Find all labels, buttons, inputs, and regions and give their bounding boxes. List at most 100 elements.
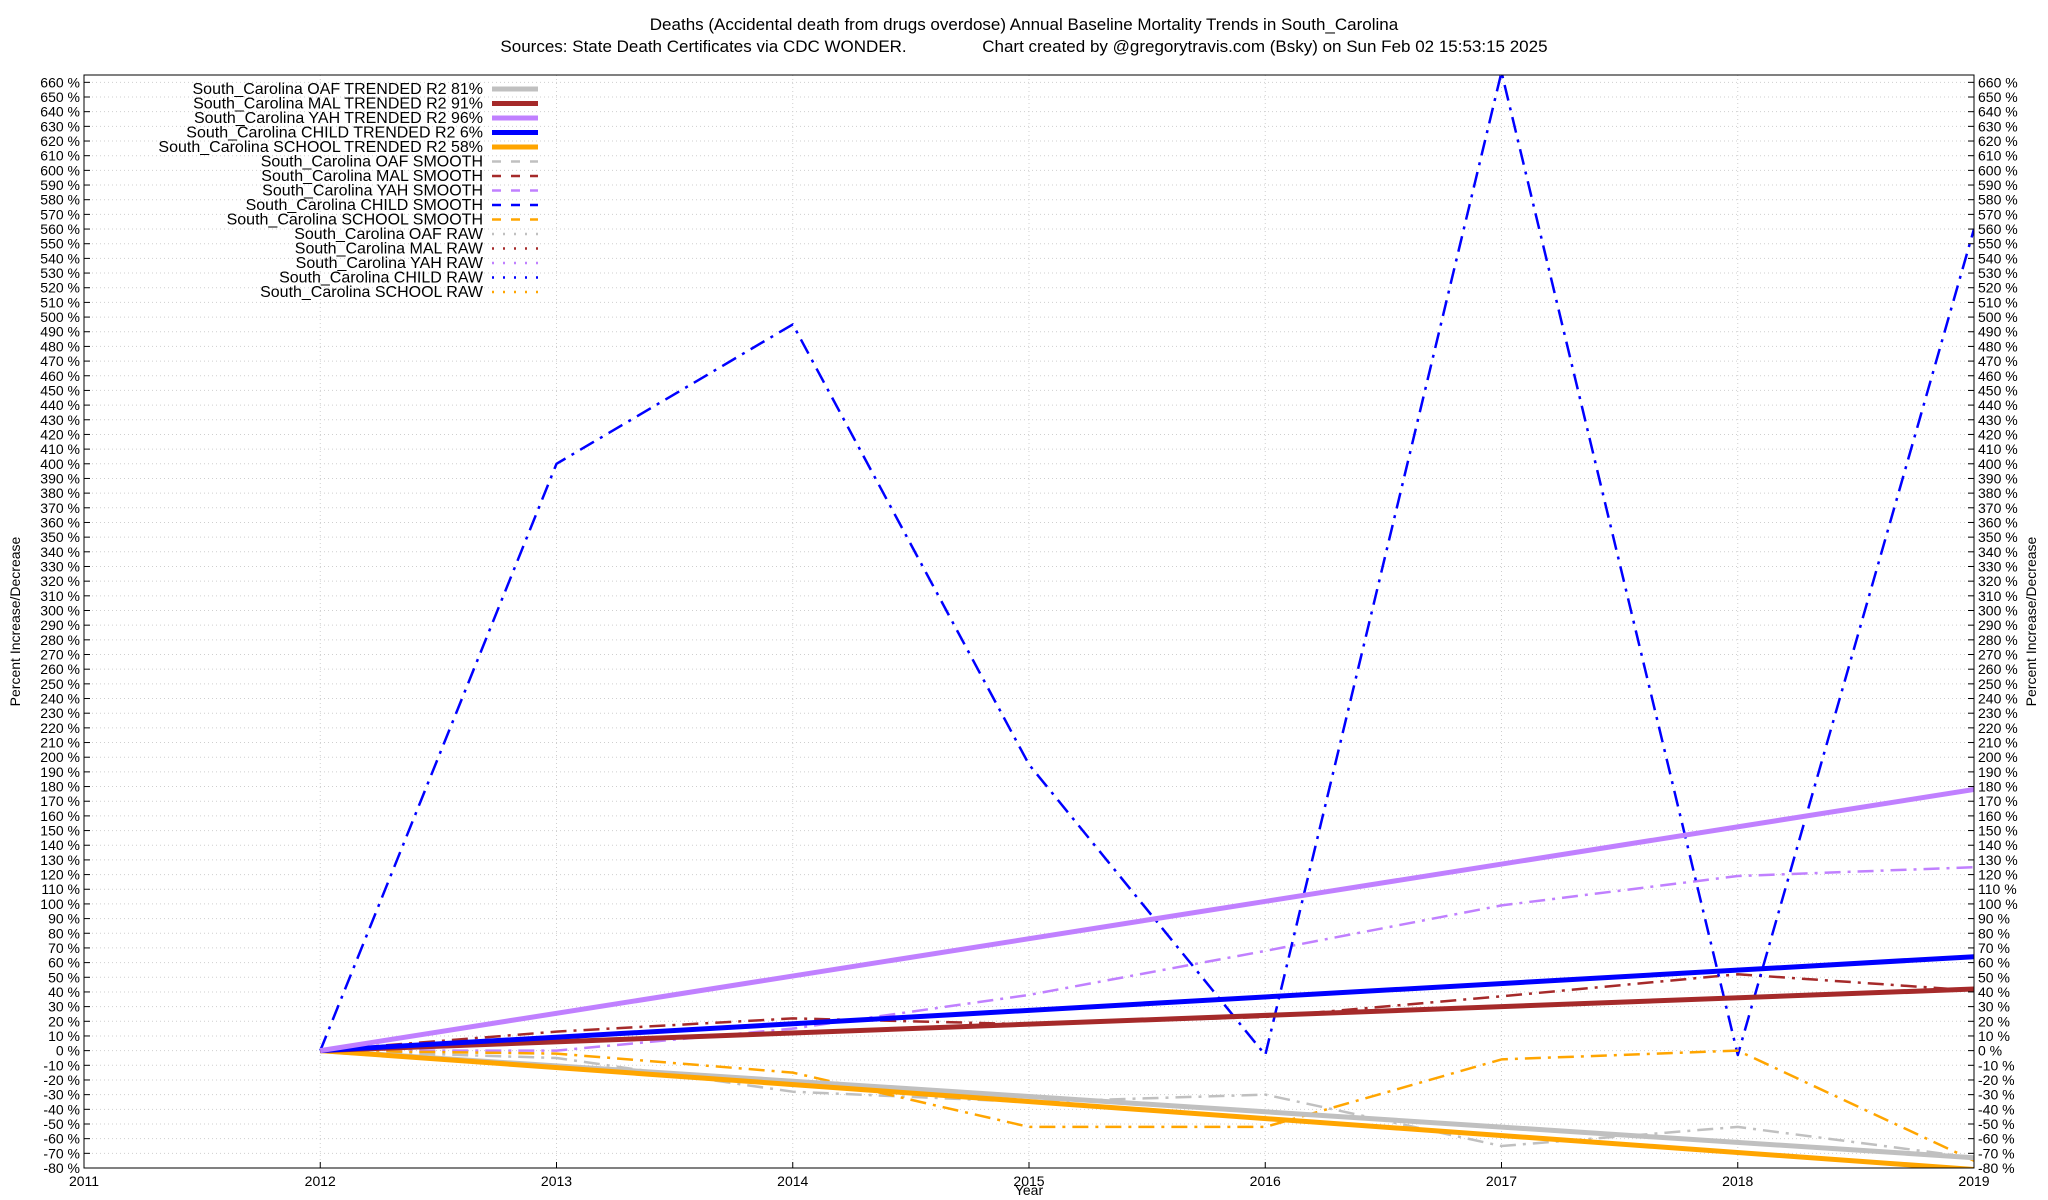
- y-tick-label: 200 %: [40, 749, 80, 765]
- x-tick-label: 2018: [1722, 1173, 1753, 1189]
- y2-tick-label: 320 %: [1978, 573, 2018, 589]
- y-tick-label: 270 %: [40, 647, 80, 663]
- y-tick-label: 610 %: [40, 148, 80, 164]
- y2-tick-label: 90 %: [1978, 911, 2010, 927]
- x-tick-label: 2012: [305, 1173, 336, 1189]
- y2-tick-label: 280 %: [1978, 632, 2018, 648]
- y-tick-label: 520 %: [40, 280, 80, 296]
- y2-tick-label: -70 %: [1978, 1145, 2015, 1161]
- y-tick-label: 80 %: [48, 925, 80, 941]
- y-tick-label: 120 %: [40, 867, 80, 883]
- y-tick-label: 230 %: [40, 705, 80, 721]
- y2-tick-label: 400 %: [1978, 456, 2018, 472]
- y2-tick-label: 360 %: [1978, 514, 2018, 530]
- y2-tick-label: 530 %: [1978, 265, 2018, 281]
- y2-tick-label: 500 %: [1978, 309, 2018, 325]
- y2-tick-label: 120 %: [1978, 867, 2018, 883]
- y-tick-label: 550 %: [40, 236, 80, 252]
- y2-tick-label: 540 %: [1978, 250, 2018, 266]
- y-tick-label: 540 %: [40, 250, 80, 266]
- y2-tick-label: 430 %: [1978, 412, 2018, 428]
- y-tick-label: 640 %: [40, 104, 80, 120]
- y2-tick-label: 70 %: [1978, 940, 2010, 956]
- y2-tick-label: 560 %: [1978, 221, 2018, 237]
- y2-tick-label: 640 %: [1978, 104, 2018, 120]
- legend-label: South_Carolina YAH RAW: [296, 255, 484, 272]
- y-tick-label: 180 %: [40, 779, 80, 795]
- y-tick-label: 560 %: [40, 221, 80, 237]
- y2-tick-label: 250 %: [1978, 676, 2018, 692]
- legend-label: South_Carolina OAF RAW: [294, 226, 484, 243]
- x-tick-label: 2011: [69, 1173, 99, 1189]
- legend-label: South_Carolina YAH SMOOTH: [262, 183, 483, 200]
- y-tick-label: 600 %: [40, 162, 80, 178]
- legend-label: South_Carolina MAL TRENDED R2 91%: [193, 96, 483, 113]
- y-tick-label: 240 %: [40, 691, 80, 707]
- y-tick-label: 210 %: [40, 735, 80, 751]
- y-tick-label: -70 %: [43, 1145, 80, 1161]
- y-tick-label: 410 %: [40, 441, 80, 457]
- y-tick-label: 390 %: [40, 470, 80, 486]
- y-tick-label: 400 %: [40, 456, 80, 472]
- y2-tick-label: 610 %: [1978, 148, 2018, 164]
- y-tick-label: 620 %: [40, 133, 80, 149]
- series-line-9: [320, 1049, 1974, 1162]
- y2-tick-label: 240 %: [1978, 691, 2018, 707]
- y2-tick-label: 450 %: [1978, 382, 2018, 398]
- y2-tick-label: 310 %: [1978, 588, 2018, 604]
- chart-subtitle: Sources: State Death Certificates via CD…: [500, 37, 1547, 56]
- legend: South_Carolina OAF TRENDED R2 81%South_C…: [158, 81, 538, 301]
- y-tick-label: 580 %: [40, 192, 80, 208]
- series-line-8: [319, 75, 1974, 1057]
- y-axis-left: -80 %-70 %-60 %-50 %-40 %-30 %-20 %-10 %…: [40, 74, 90, 1176]
- y2-tick-label: 0 %: [1978, 1043, 2002, 1059]
- y-tick-label: 250 %: [40, 676, 80, 692]
- y2-tick-label: 80 %: [1978, 925, 2010, 941]
- y-tick-label: 130 %: [40, 852, 80, 868]
- y-tick-label: 530 %: [40, 265, 80, 281]
- series-line-1: [320, 986, 1974, 1054]
- y2-tick-label: 340 %: [1978, 544, 2018, 560]
- legend-label: South_Carolina CHILD RAW: [279, 270, 484, 287]
- y2-tick-label: 210 %: [1978, 735, 2018, 751]
- y-axis-label: Percent Increase/Decrease: [7, 536, 23, 706]
- y-tick-label: 350 %: [40, 529, 80, 545]
- y-tick-label: 20 %: [48, 1013, 80, 1029]
- y2-tick-label: 170 %: [1978, 793, 2018, 809]
- legend-label: South_Carolina MAL SMOOTH: [261, 168, 483, 185]
- y-tick-label: 380 %: [40, 485, 80, 501]
- x-tick-label: 2015: [1013, 1173, 1044, 1189]
- y2-tick-label: 190 %: [1978, 764, 2018, 780]
- y2-tick-label: 260 %: [1978, 661, 2018, 677]
- y-tick-label: -60 %: [43, 1131, 80, 1147]
- legend-label: South_Carolina OAF SMOOTH: [261, 154, 483, 171]
- y2-tick-label: 20 %: [1978, 1013, 2010, 1029]
- y-tick-label: 420 %: [40, 426, 80, 442]
- y-tick-label: 150 %: [40, 823, 80, 839]
- y-tick-label: 660 %: [40, 74, 80, 90]
- y2-tick-label: 660 %: [1978, 74, 2018, 90]
- x-axis-label: Year: [1015, 1182, 1044, 1198]
- x-tick-label: 2013: [541, 1173, 572, 1189]
- y-tick-label: -40 %: [43, 1101, 80, 1117]
- y-tick-label: 650 %: [40, 89, 80, 105]
- y2-tick-label: 550 %: [1978, 236, 2018, 252]
- y2-tick-label: 40 %: [1978, 984, 2010, 1000]
- y-tick-label: 220 %: [40, 720, 80, 736]
- y-tick-label: 570 %: [40, 206, 80, 222]
- y2-tick-label: 30 %: [1978, 999, 2010, 1015]
- y2-tick-label: 100 %: [1978, 896, 2018, 912]
- y2-tick-label: 420 %: [1978, 426, 2018, 442]
- y-tick-label: 450 %: [40, 382, 80, 398]
- y2-tick-label: 580 %: [1978, 192, 2018, 208]
- y-tick-label: 360 %: [40, 514, 80, 530]
- y2-tick-label: 330 %: [1978, 558, 2018, 574]
- y2-tick-label: 270 %: [1978, 647, 2018, 663]
- series-line-7: [320, 865, 1974, 1052]
- y-tick-label: 490 %: [40, 324, 80, 340]
- y2-tick-label: 180 %: [1978, 779, 2018, 795]
- y-tick-label: 440 %: [40, 397, 80, 413]
- y-tick-label: -20 %: [43, 1072, 80, 1088]
- y2-tick-label: 130 %: [1978, 852, 2018, 868]
- y-tick-label: 10 %: [48, 1028, 80, 1044]
